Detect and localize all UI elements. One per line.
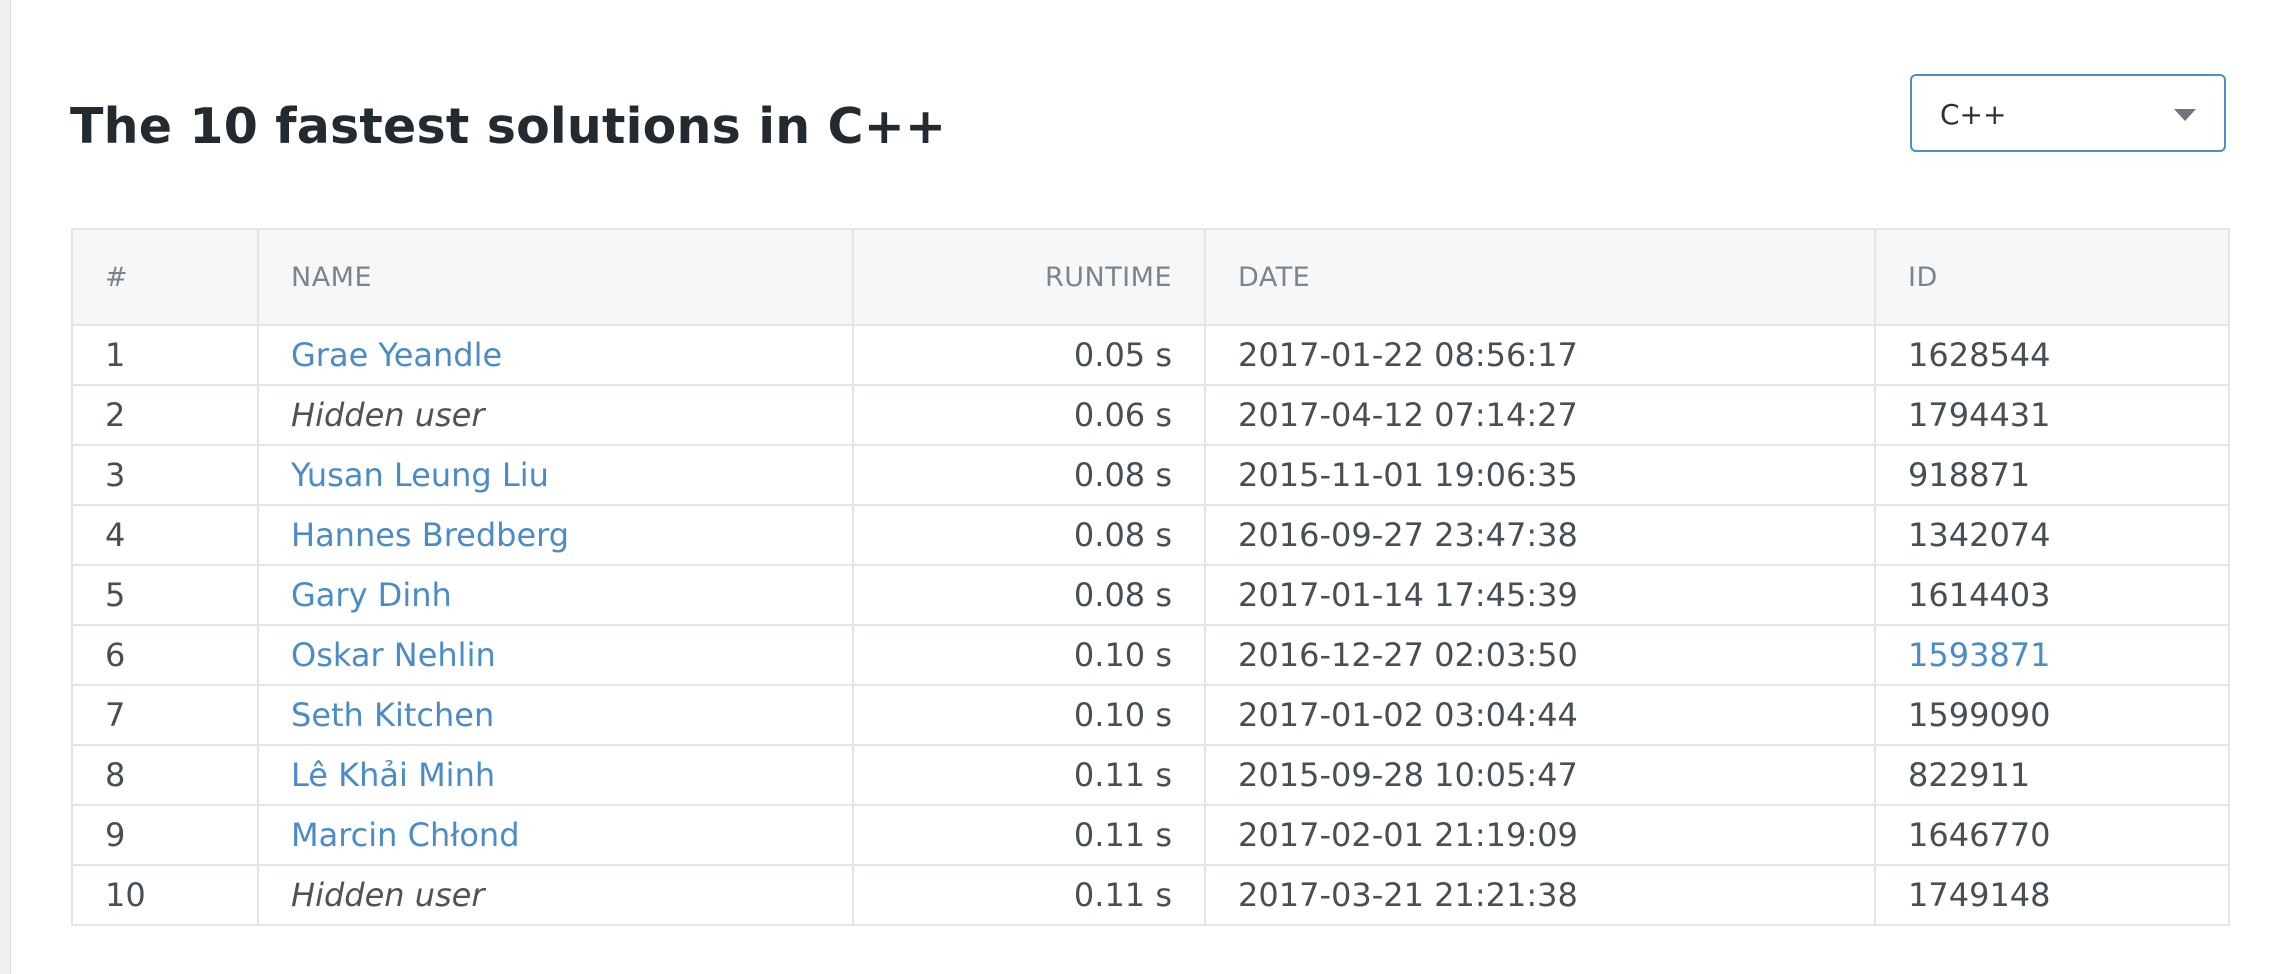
cell-rank: 7 [71, 684, 259, 746]
cell-name: Marcin Chłond [257, 804, 854, 866]
cell-runtime: 0.11 s [852, 804, 1206, 866]
cell-name: Hidden user [257, 384, 854, 446]
cell-id: 1749148 [1874, 864, 2230, 926]
cell-id: 1342074 [1874, 504, 2230, 566]
language-select-value: C++ [1940, 98, 2007, 131]
cell-rank: 9 [71, 804, 259, 866]
user-name-link[interactable]: Hannes Bredberg [291, 516, 570, 554]
cell-name: Yusan Leung Liu [257, 444, 854, 506]
table-row: 8 Lê Khải Minh 0.11 s 2015-09-28 10:05:47 82… [71, 744, 2230, 806]
cell-id: 1794431 [1874, 384, 2230, 446]
cell-rank: 5 [71, 564, 259, 626]
column-header-runtime: RUNTIME [852, 228, 1206, 326]
user-name-link[interactable]: Yusan Leung Liu [291, 456, 549, 494]
cell-name: Hannes Bredberg [257, 504, 854, 566]
cell-runtime: 0.08 s [852, 444, 1206, 506]
language-select[interactable]: C++ [1910, 74, 2226, 152]
user-name-link[interactable]: Seth Kitchen [291, 696, 495, 734]
cell-id: 918871 [1874, 444, 2230, 506]
cell-name: Gary Dinh [257, 564, 854, 626]
cell-id: 1599090 [1874, 684, 2230, 746]
cell-name: Seth Kitchen [257, 684, 854, 746]
cell-rank: 10 [71, 864, 259, 926]
chevron-down-icon [2174, 109, 2196, 121]
left-panel-edge [0, 0, 11, 974]
table-row: 9 Marcin Chłond 0.11 s 2017-02-01 21:19:09 1… [71, 804, 2230, 866]
table-row: 1 Grae Yeandle 0.05 s 2017-01-22 08:56:17 16… [71, 324, 2230, 386]
cell-date: 2017-01-14 17:45:39 [1204, 564, 1876, 626]
user-name-link[interactable]: Lê Khải Minh [291, 756, 496, 794]
cell-date: 2017-02-01 21:19:09 [1204, 804, 1876, 866]
cell-date: 2017-01-02 03:04:44 [1204, 684, 1876, 746]
column-header-name: NAME [257, 228, 854, 326]
cell-runtime: 0.11 s [852, 744, 1206, 806]
cell-id: 1628544 [1874, 324, 2230, 386]
user-name-link[interactable]: Gary Dinh [291, 576, 452, 614]
table-row: 3 Yusan Leung Liu 0.08 s 2015-11-01 19:06:3… [71, 444, 2230, 506]
cell-date: 2015-09-28 10:05:47 [1204, 744, 1876, 806]
table-row: 7 Seth Kitchen 0.10 s 2017-01-02 03:04:44 15… [71, 684, 2230, 746]
cell-date: 2017-03-21 21:21:38 [1204, 864, 1876, 926]
cell-id: 1614403 [1874, 564, 2230, 626]
cell-id: 1593871 [1874, 624, 2230, 686]
column-header-id: ID [1874, 228, 2230, 326]
table-row: 5 Gary Dinh 0.08 s 2017-01-14 17:45:39 16144… [71, 564, 2230, 626]
column-header-rank: # [71, 228, 259, 326]
cell-rank: 8 [71, 744, 259, 806]
cell-rank: 3 [71, 444, 259, 506]
cell-runtime: 0.08 s [852, 564, 1206, 626]
cell-name: Grae Yeandle [257, 324, 854, 386]
table-body: 1 Grae Yeandle 0.05 s 2017-01-22 08:56:17 16… [71, 324, 2230, 926]
user-name-link[interactable]: Marcin Chłond [291, 816, 520, 854]
cell-rank: 1 [71, 324, 259, 386]
cell-rank: 2 [71, 384, 259, 446]
table-header-row: # NAME RUNTIME DATE ID [71, 228, 2230, 326]
page-title: The 10 fastest solutions in C++ [70, 98, 947, 155]
cell-id: 1646770 [1874, 804, 2230, 866]
table-row: 10 Hidden user 0.11 s 2017-03-21 21:21:38 17… [71, 864, 2230, 926]
cell-runtime: 0.06 s [852, 384, 1206, 446]
cell-runtime: 0.05 s [852, 324, 1206, 386]
user-name-link[interactable]: Oskar Nehlin [291, 636, 496, 674]
cell-runtime: 0.10 s [852, 624, 1206, 686]
cell-date: 2016-12-27 02:03:50 [1204, 624, 1876, 686]
column-header-date: DATE [1204, 228, 1876, 326]
cell-runtime: 0.11 s [852, 864, 1206, 926]
cell-date: 2016-09-27 23:47:38 [1204, 504, 1876, 566]
cell-rank: 4 [71, 504, 259, 566]
table-row: 4 Hannes Bredberg 0.08 s 2016-09-27 23:47:3… [71, 504, 2230, 566]
cell-date: 2017-04-12 07:14:27 [1204, 384, 1876, 446]
cell-runtime: 0.10 s [852, 684, 1206, 746]
submission-id-link[interactable]: 1593871 [1908, 636, 2051, 674]
table-row: 6 Oskar Nehlin 0.10 s 2016-12-27 02:03:50 15… [71, 624, 2230, 686]
cell-runtime: 0.08 s [852, 504, 1206, 566]
cell-rank: 6 [71, 624, 259, 686]
hidden-user-label: Hidden user [291, 396, 485, 434]
cell-name: Hidden user [257, 864, 854, 926]
hidden-user-label: Hidden user [291, 876, 485, 914]
cell-id: 822911 [1874, 744, 2230, 806]
cell-name: Lê Khải Minh [257, 744, 854, 806]
cell-date: 2015-11-01 19:06:35 [1204, 444, 1876, 506]
cell-name: Oskar Nehlin [257, 624, 854, 686]
cell-date: 2017-01-22 08:56:17 [1204, 324, 1876, 386]
user-name-link[interactable]: Grae Yeandle [291, 336, 503, 374]
fastest-solutions-table: # NAME RUNTIME DATE ID 1 Grae Yeandle 0.05… [71, 228, 2230, 926]
table-row: 2 Hidden user 0.06 s 2017-04-12 07:14:27 179… [71, 384, 2230, 446]
